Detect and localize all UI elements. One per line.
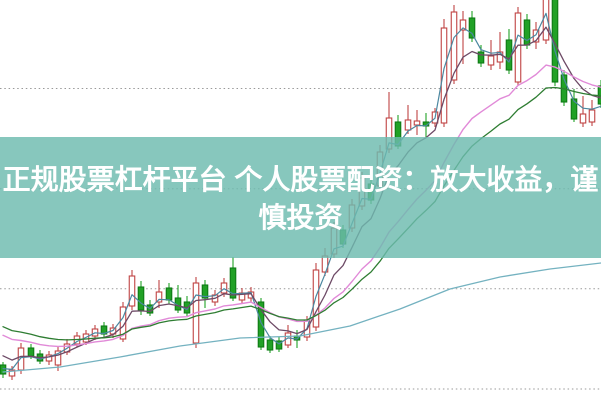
- title-line-2: 慎投资: [258, 202, 343, 233]
- candle-body: [17, 347, 25, 371]
- candle-body: [468, 17, 476, 39]
- candle-body: [137, 286, 145, 311]
- candle-body: [284, 332, 292, 346]
- ma-line-green: [2, 86, 601, 341]
- candle-body: [570, 98, 578, 120]
- candle-body: [459, 19, 467, 31]
- title-banner: 正规股票杠杆平台 个人股票配资：放大收益，谨 慎投资: [0, 137, 601, 258]
- candle-body: [220, 282, 228, 294]
- candle-body: [579, 113, 587, 124]
- candle-body: [487, 55, 495, 66]
- candle-body: [266, 339, 274, 351]
- title-line-1: 正规股票杠杆平台 个人股票配资：放大收益，谨: [2, 164, 599, 195]
- candle-body: [54, 350, 62, 366]
- candle-body: [128, 275, 136, 307]
- candle-body: [8, 369, 16, 377]
- candle-body: [119, 306, 127, 340]
- candle-body: [257, 301, 265, 348]
- candle-body: [229, 267, 237, 299]
- candle-body: [496, 51, 504, 63]
- candle-body: [201, 284, 209, 299]
- candle-body: [0, 364, 7, 375]
- candle-body: [440, 27, 448, 124]
- candle-body: [413, 120, 421, 126]
- candle-body: [588, 109, 596, 123]
- candle-body: [514, 12, 522, 83]
- candle-body: [523, 19, 531, 46]
- ma-line-slow-blue: [2, 262, 601, 373]
- candle-body: [477, 51, 485, 64]
- candle-body: [247, 291, 255, 299]
- candle-body: [404, 119, 412, 131]
- page-title: 正规股票杠杆平台 个人股票配资：放大收益，谨 慎投资: [0, 161, 601, 237]
- ma-line-fast-teal: [2, 12, 601, 370]
- candle-body: [155, 291, 163, 303]
- ma-line-pink: [2, 64, 601, 348]
- candle-body: [165, 287, 173, 301]
- candle-body: [275, 340, 283, 350]
- candle-body: [27, 347, 35, 357]
